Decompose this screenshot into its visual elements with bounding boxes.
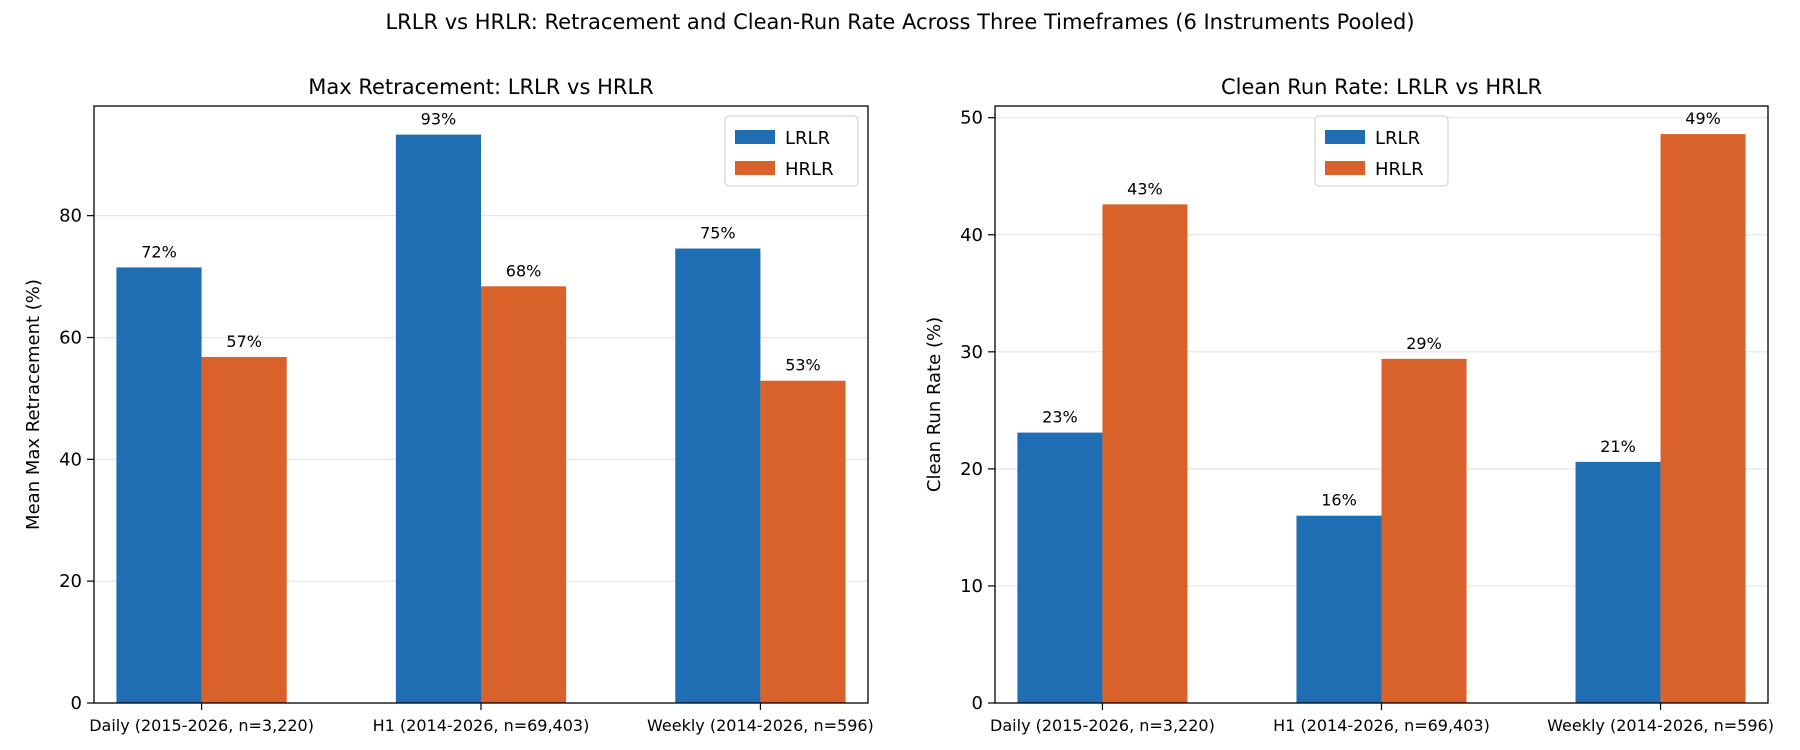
y-tick-label: 60 — [59, 327, 82, 348]
y-tick-label: 0 — [972, 693, 983, 714]
panel-title: Max Retracement: LRLR vs HRLR — [308, 75, 654, 99]
y-tick-label: 20 — [59, 571, 82, 592]
y-tick-label: 30 — [960, 342, 983, 363]
x-tick-label: Weekly (2014-2026, n=596) — [1547, 716, 1774, 735]
legend-swatch-hrlr — [735, 161, 775, 175]
y-tick-label: 50 — [960, 108, 983, 129]
legend-swatch-lrlr — [735, 130, 775, 144]
legend-label: HRLR — [1375, 159, 1424, 180]
y-tick-label: 40 — [59, 449, 82, 470]
x-tick-label: H1 (2014-2026, n=69,403) — [373, 716, 590, 735]
y-tick-label: 20 — [960, 459, 983, 480]
bar-lrlr-2 — [1296, 515, 1382, 703]
bar-value-label: 29% — [1406, 334, 1442, 353]
legend-label: LRLR — [1375, 128, 1420, 149]
bar-lrlr-2 — [395, 134, 481, 703]
bar-value-label: 72% — [141, 242, 177, 261]
y-axis-label: Clean Run Rate (%) — [924, 317, 945, 492]
chart-panel-2: 23% 16% 21% 43% 29% 49% 0 10 20 30 40 50 Daily (2015… — [924, 75, 1774, 735]
bar-value-label: 57% — [226, 332, 262, 351]
bar-hrlr-3 — [760, 380, 846, 703]
x-tick-label: Daily (2015-2026, n=3,220) — [990, 716, 1215, 735]
bar-hrlr-1 — [1102, 204, 1188, 703]
bar-lrlr-1 — [1017, 432, 1103, 703]
bar-hrlr-2 — [481, 286, 567, 703]
y-tick-label: 40 — [960, 225, 983, 246]
bar-hrlr-1 — [201, 356, 287, 703]
bar-value-label: 68% — [506, 261, 542, 280]
bar-value-label: 49% — [1685, 109, 1721, 128]
x-tick-label: Weekly (2014-2026, n=596) — [647, 716, 874, 735]
bar-value-label: 93% — [421, 110, 457, 129]
figure-title: LRLR vs HRLR: Retracement and Clean-Run … — [385, 10, 1415, 34]
bar-lrlr-1 — [116, 267, 202, 703]
legend-swatch-lrlr — [1325, 130, 1365, 144]
bar-hrlr-2 — [1381, 358, 1467, 703]
bar-lrlr-3 — [675, 248, 761, 703]
x-tick-label: Daily (2015-2026, n=3,220) — [89, 716, 314, 735]
legend-label: LRLR — [785, 128, 830, 149]
y-tick-label: 80 — [59, 206, 82, 227]
legend-label: HRLR — [785, 159, 834, 180]
bar-value-label: 23% — [1042, 408, 1078, 427]
panel-title: Clean Run Rate: LRLR vs HRLR — [1221, 75, 1542, 99]
bar-hrlr-3 — [1660, 134, 1746, 703]
bar-value-label: 21% — [1600, 437, 1636, 456]
legend-swatch-hrlr — [1325, 161, 1365, 175]
x-tick-label: H1 (2014-2026, n=69,403) — [1273, 716, 1490, 735]
bar-lrlr-3 — [1575, 461, 1661, 703]
legend: LRLR HRLR — [1314, 115, 1449, 187]
bar-value-label: 75% — [700, 224, 736, 243]
y-tick-label: 10 — [960, 576, 983, 597]
legend: LRLR HRLR — [724, 115, 859, 187]
y-axis-label: Mean Max Retracement (%) — [23, 279, 44, 530]
bar-value-label: 53% — [785, 356, 821, 375]
chart-panel-1: 72% 93% 75% 57% 68% 53% 0 20 40 60 80 Daily (2015-2… — [23, 75, 874, 735]
bar-value-label: 43% — [1127, 179, 1163, 198]
bar-value-label: 16% — [1321, 491, 1357, 510]
y-tick-label: 0 — [71, 693, 82, 714]
